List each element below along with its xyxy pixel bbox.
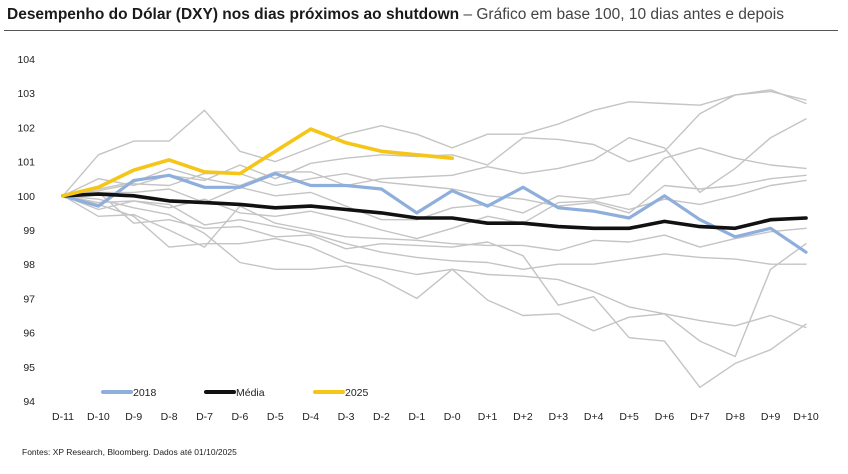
series-line-historical xyxy=(62,89,807,197)
x-tick-label: D-10 xyxy=(87,411,110,423)
series-line-historical xyxy=(62,147,807,221)
y-tick-label: 103 xyxy=(17,88,35,100)
y-tick-label: 100 xyxy=(17,191,35,203)
x-tick-label: D+4 xyxy=(584,411,604,423)
series-line-2025 xyxy=(61,127,455,198)
y-tick-label: 97 xyxy=(23,293,35,305)
x-tick-label: D-11 xyxy=(52,411,74,423)
chart-title: Desempenho do Dólar (DXY) nos dias próxi… xyxy=(7,6,784,24)
series-line-historical xyxy=(62,195,807,252)
legend-label: Média xyxy=(236,387,265,399)
series-line-historical xyxy=(62,191,807,388)
x-tick-label: D-5 xyxy=(267,411,284,423)
x-tick-label: D+6 xyxy=(655,411,675,423)
series-line-historical xyxy=(62,195,807,270)
y-tick-label: 101 xyxy=(17,157,35,169)
source-note: Fontes: XP Research, Bloomberg. Dados at… xyxy=(22,447,237,457)
y-tick-label: 95 xyxy=(23,362,35,374)
y-axis: 94 95 96 97 98 99 100 101 102 103 104 xyxy=(17,54,35,408)
chart-title-main: Desempenho do Dólar (DXY) nos dias próxi… xyxy=(7,6,460,23)
series-line-historical xyxy=(62,195,807,358)
series-line-historical xyxy=(62,118,807,197)
x-tick-label: D-7 xyxy=(196,411,213,423)
series-lines xyxy=(61,89,808,388)
legend: 2018 Média 2025 xyxy=(101,387,369,399)
chart-title-subtitle: – Gráfico em base 100, 10 dias antes e d… xyxy=(459,6,784,23)
x-tick-label: D-4 xyxy=(302,411,319,423)
y-tick-label: 94 xyxy=(23,396,35,408)
y-tick-label: 96 xyxy=(23,328,35,340)
x-tick-label: D+3 xyxy=(549,411,569,423)
x-axis: D-11 D-10 D-9 D-8 D-7 D-6 D-5 D-4 D-3 D-2 D-1 D-0 D+… xyxy=(52,411,819,423)
series-line-2018 xyxy=(61,172,808,254)
series-line-historical xyxy=(62,172,807,214)
y-tick-label: 104 xyxy=(17,54,35,66)
series-line-media xyxy=(61,192,808,231)
x-tick-label: D+1 xyxy=(478,411,498,423)
x-tick-label: D+9 xyxy=(761,411,781,423)
x-tick-label: D+2 xyxy=(513,411,533,423)
x-tick-label: D-9 xyxy=(125,411,142,423)
x-tick-label: D+10 xyxy=(793,411,819,423)
series-line-historical xyxy=(62,90,807,197)
x-tick-label: D-3 xyxy=(338,411,355,423)
x-tick-label: D+7 xyxy=(690,411,710,423)
x-tick-label: D-8 xyxy=(161,411,178,423)
x-tick-label: D-2 xyxy=(373,411,390,423)
y-tick-label: 102 xyxy=(17,122,35,134)
series-line-historical xyxy=(62,195,807,329)
x-tick-label: D+5 xyxy=(619,411,639,423)
y-tick-label: 99 xyxy=(23,225,35,237)
x-tick-label: D-0 xyxy=(444,411,461,423)
y-tick-label: 98 xyxy=(23,259,35,271)
legend-label: 2025 xyxy=(345,387,369,399)
x-tick-label: D-1 xyxy=(408,411,425,423)
x-tick-label: D+8 xyxy=(725,411,745,423)
title-divider xyxy=(4,30,838,31)
x-tick-label: D-6 xyxy=(231,411,248,423)
legend-label: 2018 xyxy=(133,387,157,399)
